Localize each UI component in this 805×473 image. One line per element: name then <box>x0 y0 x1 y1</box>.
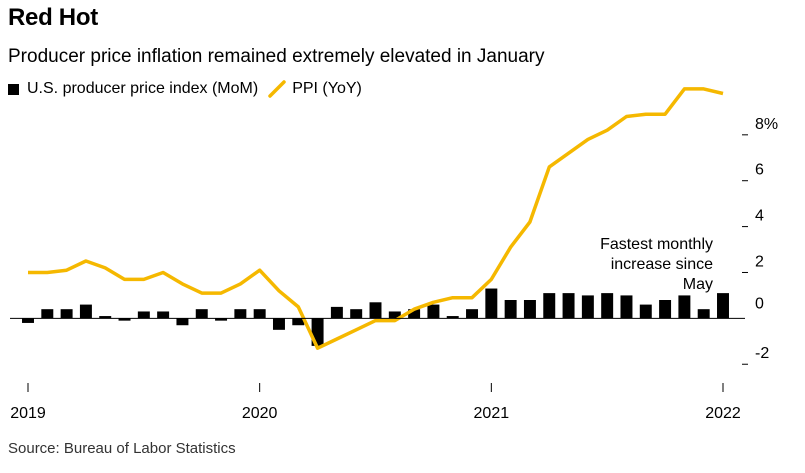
legend-label-yoy: PPI (YoY) <box>292 80 362 97</box>
bar <box>369 302 382 319</box>
annotation-line: increase since <box>611 256 713 273</box>
source-note: Source: Bureau of Labor Statistics <box>8 440 236 457</box>
bar <box>601 293 614 319</box>
legend-item-yoy: PPI (YoY) <box>268 80 362 98</box>
bar <box>176 318 189 326</box>
chart-title: Red Hot <box>8 4 98 31</box>
y-tick-label: 8% <box>755 116 778 133</box>
x-tick-label: 2019 <box>10 405 46 422</box>
bar <box>350 309 363 319</box>
bar <box>678 295 691 319</box>
bar <box>311 318 324 346</box>
y-tick-label: 4 <box>755 208 764 225</box>
bar <box>697 309 710 319</box>
y-tick-label: -2 <box>755 345 769 362</box>
bar <box>99 316 112 319</box>
bar <box>79 304 92 319</box>
bar <box>253 309 266 319</box>
bar <box>234 309 247 319</box>
bar <box>427 304 440 319</box>
y-tick-label: 2 <box>755 253 764 270</box>
line-series <box>28 87 724 350</box>
bar <box>215 318 228 321</box>
bar <box>408 309 421 319</box>
y-tick-label: 6 <box>755 162 764 179</box>
bar <box>22 318 34 323</box>
annotation-line: Fastest monthly <box>600 236 713 253</box>
y-axis-labels: 8% 6 4 2 -2 0 <box>755 116 778 362</box>
bar <box>523 300 536 319</box>
bar <box>543 293 556 319</box>
bar <box>466 309 479 319</box>
bar <box>60 309 73 319</box>
bar <box>330 306 343 319</box>
x-axis: 2019 2020 2021 2022 <box>10 317 745 422</box>
y-tick-label: 0 <box>755 295 764 312</box>
bar <box>195 309 208 319</box>
legend-line-swatch <box>268 80 286 98</box>
bar <box>137 311 150 319</box>
bar <box>157 311 170 319</box>
chart-subtitle: Producer price inflation remained extrem… <box>8 46 545 67</box>
bar <box>485 288 498 319</box>
line-yoy <box>28 87 724 350</box>
bar <box>118 318 131 321</box>
bar <box>620 295 633 319</box>
bar <box>292 318 305 326</box>
x-tick-label: 2021 <box>474 405 510 422</box>
x-tick-label: 2022 <box>705 405 741 422</box>
bar <box>388 311 401 319</box>
legend: U.S. producer price index (MoM) PPI (YoY… <box>8 80 372 98</box>
bar-series <box>22 288 729 346</box>
bar <box>659 300 672 319</box>
legend-label-mom: U.S. producer price index (MoM) <box>27 80 259 97</box>
bar <box>504 300 517 319</box>
bar <box>41 309 54 319</box>
bar <box>581 295 594 319</box>
legend-bar-swatch <box>8 83 19 95</box>
bar <box>272 318 285 330</box>
bar <box>562 293 575 319</box>
annotation-line: May <box>683 276 713 293</box>
legend-item-mom: U.S. producer price index (MoM) <box>8 80 258 98</box>
bar <box>639 304 652 319</box>
y-gridlines <box>742 134 748 365</box>
x-tick-label: 2020 <box>242 405 278 422</box>
bar <box>446 316 459 319</box>
annotation: Fastest monthly increase since May <box>600 236 724 306</box>
